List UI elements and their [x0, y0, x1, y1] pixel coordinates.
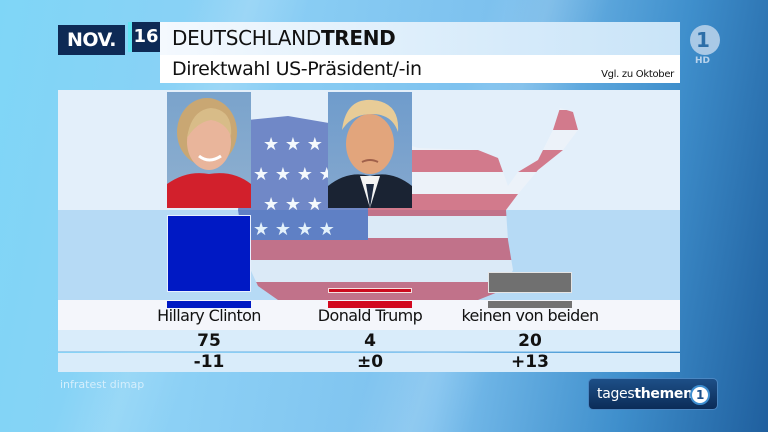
trump-portrait-icon [328, 99, 412, 208]
stripe-trump [328, 301, 412, 308]
change-trump: ±0 [356, 352, 384, 372]
svg-text:★ ★ ★ ★: ★ ★ ★ ★ [253, 164, 335, 185]
value-clinton: 75 [197, 331, 221, 351]
svg-text:★ ★ ★ ★: ★ ★ ★ ★ [253, 219, 335, 240]
chart-panel: ★ ★ ★ ★ ★ ★ ★ ★ ★ ★ ★ ★ ★ ★ [58, 90, 680, 372]
trump-photo [328, 92, 412, 208]
label-clinton: Hillary Clinton [157, 306, 261, 325]
label-neither: keinen von beiden [461, 306, 599, 325]
value-neither: 20 [518, 331, 542, 351]
ard-one-glyph-small: 1 [696, 388, 705, 402]
ard-one-circle-icon: 1 [690, 385, 710, 405]
stripe-clinton [167, 301, 251, 308]
svg-text:★ ★ ★: ★ ★ ★ [263, 194, 323, 215]
change-clinton: -11 [193, 352, 225, 372]
day-badge: 16 [128, 22, 160, 52]
change-neither: +13 [511, 352, 549, 372]
change-row [58, 353, 680, 372]
svg-text:★ ★ ★: ★ ★ ★ [263, 134, 323, 155]
value-row [58, 330, 680, 352]
tagesthemen-wordmark: tagesthemen [597, 385, 693, 403]
bar-clinton [167, 215, 251, 292]
clinton-portrait-icon [167, 98, 251, 208]
ard-one-logo-icon: 1 [690, 25, 720, 55]
bar-neither [488, 272, 572, 293]
stripe-neither [488, 301, 572, 308]
subtitle-bar: Direktwahl US-Präsident/-in Vgl. zu Okto… [160, 55, 680, 83]
subtitle: Direktwahl US-Präsident/-in [172, 58, 422, 80]
wordmark-bold: themen [634, 386, 693, 402]
value-trump: 4 [364, 331, 376, 351]
hd-label: HD [695, 56, 711, 66]
ard-one-glyph: 1 [696, 28, 710, 52]
month-badge: NOV. [58, 25, 125, 55]
page-title: DEUTSCHLANDTREND [160, 22, 680, 55]
wordmark-regular: tages [597, 386, 635, 402]
bar-trump [328, 288, 412, 293]
tagesthemen-logo: tagesthemen 1 [588, 378, 718, 410]
source-credit: infratest dimap [60, 378, 145, 391]
clinton-photo [167, 92, 251, 208]
us-flag-map-icon: ★ ★ ★ ★ ★ ★ ★ ★ ★ ★ ★ ★ ★ ★ [238, 108, 578, 304]
compare-note: Vgl. zu Oktober [601, 69, 674, 80]
title-regular: DEUTSCHLAND [172, 26, 321, 50]
label-trump: Donald Trump [317, 306, 423, 325]
title-bold: TREND [320, 26, 396, 50]
